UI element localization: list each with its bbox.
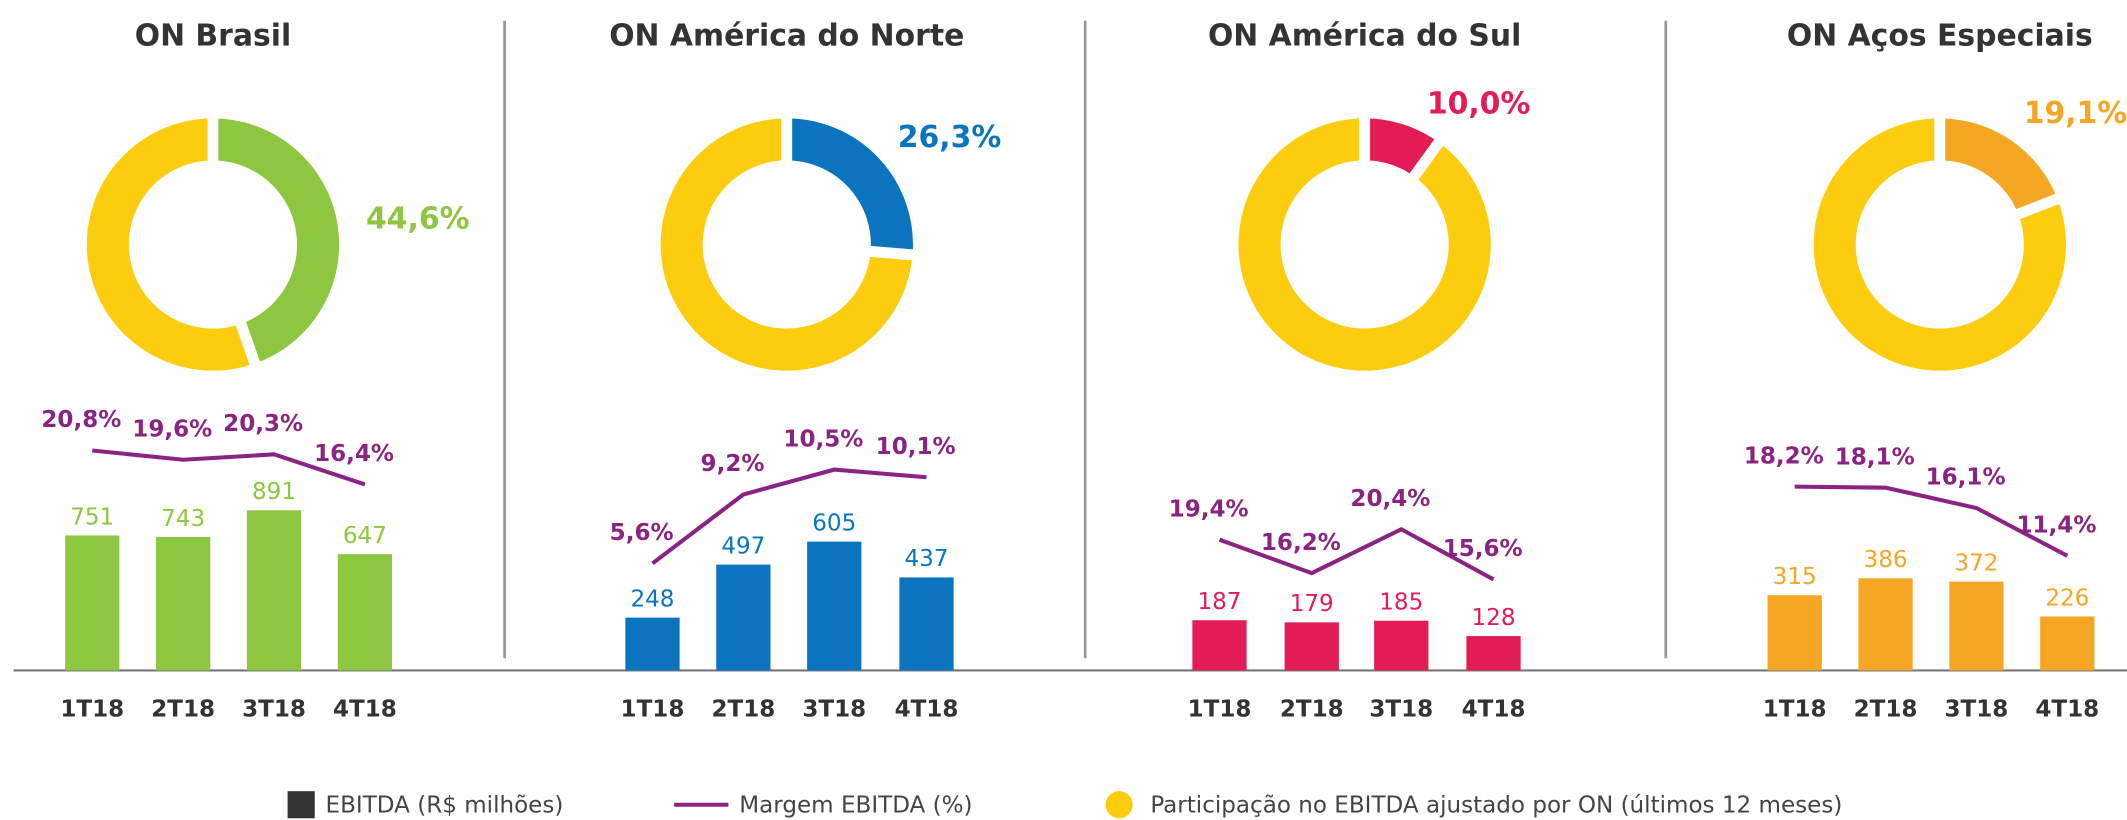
bar	[1767, 595, 1822, 671]
margin-label: 19,4%	[1169, 496, 1249, 522]
legend-label: EBITDA (R$ milhões)	[326, 793, 564, 819]
x-tick-label: 4T18	[2035, 696, 2099, 722]
bar-label: 743	[161, 506, 205, 532]
share-label: 19,1%	[2024, 96, 2127, 131]
bar-label: 185	[1379, 590, 1423, 616]
bar-label: 605	[812, 510, 856, 536]
x-tick-label: 4T18	[333, 696, 397, 722]
bar	[1858, 578, 1913, 671]
donut-slice	[781, 107, 924, 262]
x-tick-label: 2T18	[1280, 696, 1344, 722]
bar	[625, 617, 680, 671]
legend-swatch	[1105, 791, 1133, 819]
panel-title: ON Brasil	[135, 18, 291, 53]
margin-label: 16,2%	[1261, 530, 1341, 556]
x-tick-label: 2T18	[711, 696, 775, 722]
bar-label: 891	[252, 479, 296, 505]
bar-label: 226	[2045, 585, 2089, 611]
bar-label: 751	[70, 504, 114, 530]
x-tick-label: 2T18	[1854, 696, 1918, 722]
bar-label: 386	[1864, 547, 1908, 573]
bar	[65, 535, 120, 671]
bar	[1284, 622, 1339, 671]
donut-slice	[1934, 107, 2070, 224]
bar-label: 248	[630, 586, 674, 612]
panel-title: ON América do Norte	[609, 18, 964, 53]
share-label: 26,3%	[898, 120, 1001, 155]
bar	[1949, 581, 2004, 671]
bar	[155, 536, 211, 671]
bar-label: 187	[1197, 589, 1241, 615]
x-tick-label: 3T18	[242, 696, 306, 722]
x-tick-label: 2T18	[151, 696, 215, 722]
bar-label: 647	[343, 523, 387, 549]
bar	[2040, 616, 2095, 671]
bar	[1374, 620, 1429, 671]
margin-label: 19,6%	[132, 416, 212, 442]
bar	[716, 564, 771, 671]
panel-title: ON Aços Especiais	[1787, 18, 2093, 53]
x-tick-label: 1T18	[621, 696, 685, 722]
donut-rest	[76, 107, 264, 382]
donut-rest	[1802, 107, 2077, 382]
x-tick-label: 4T18	[1462, 696, 1526, 722]
x-tick-label: 1T18	[1763, 696, 1827, 722]
bar	[337, 554, 393, 671]
panel-title: ON América do Sul	[1208, 18, 1521, 53]
margin-label: 18,1%	[1835, 444, 1915, 470]
x-tick-label: 1T18	[60, 696, 124, 722]
margin-line	[92, 448, 366, 487]
bar	[807, 541, 862, 671]
bar-label: 315	[1773, 564, 1817, 590]
margin-label: 11,4%	[2016, 512, 2096, 538]
bar	[899, 577, 954, 671]
margin-line	[1794, 484, 2069, 558]
x-tick-label: 3T18	[1369, 696, 1433, 722]
x-tick-label: 4T18	[895, 696, 959, 722]
bar-label: 437	[904, 546, 948, 572]
legend-swatch	[287, 791, 315, 819]
bar-label: 497	[721, 533, 765, 559]
margin-label: 20,8%	[41, 407, 121, 433]
donut-rest	[649, 107, 924, 382]
bar	[1466, 636, 1521, 671]
donut-slice	[1359, 107, 1450, 189]
margin-label: 9,2%	[701, 451, 765, 477]
legend-label: Margem EBITDA (%)	[739, 793, 972, 819]
margin-label: 5,6%	[610, 520, 674, 546]
bar	[246, 510, 302, 671]
share-label: 44,6%	[366, 202, 469, 237]
legend-label: Participação no EBITDA ajustado por ON (…	[1150, 793, 1842, 819]
x-tick-label: 3T18	[802, 696, 866, 722]
margin-label: 18,2%	[1744, 443, 1824, 469]
margin-label: 10,1%	[876, 434, 956, 460]
x-tick-label: 3T18	[1945, 696, 2009, 722]
margin-label: 20,4%	[1350, 486, 1430, 512]
margin-label: 15,6%	[1443, 536, 1523, 562]
bar-label: 179	[1290, 591, 1334, 617]
margin-label: 16,1%	[1926, 465, 2006, 491]
bar-label: 372	[1954, 551, 1998, 577]
margin-label: 10,5%	[783, 426, 863, 452]
x-tick-label: 1T18	[1188, 696, 1252, 722]
margin-label: 20,3%	[223, 411, 303, 437]
margin-line	[651, 467, 927, 565]
margin-line	[1218, 526, 1495, 582]
share-label: 10,0%	[1427, 86, 1530, 121]
bar	[1192, 620, 1247, 671]
bar-label: 128	[1472, 605, 1516, 631]
donut-slice	[207, 107, 350, 376]
margin-label: 16,4%	[314, 441, 394, 467]
donut-rest	[1227, 107, 1502, 382]
